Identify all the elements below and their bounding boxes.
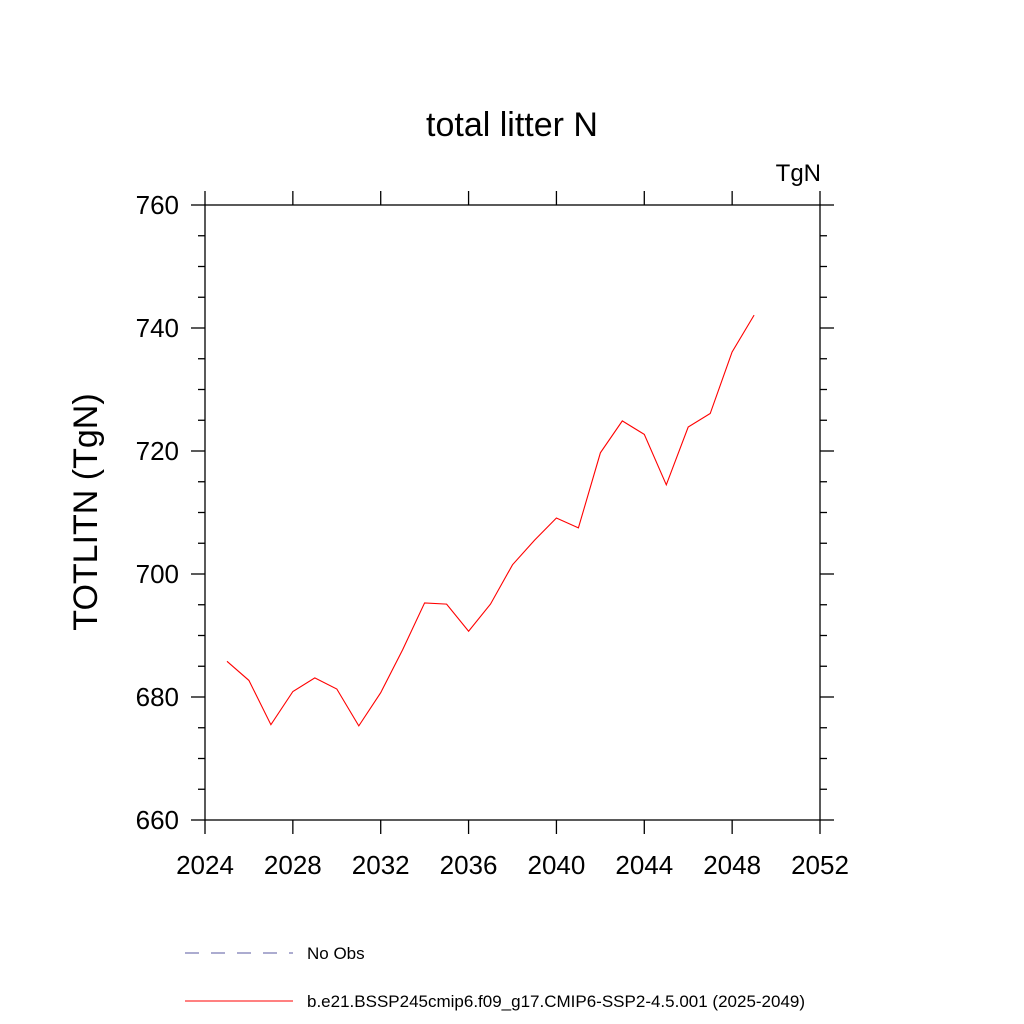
- axes: 2024 2028 2032 2036 2040 2044 2048 2052 660 680 70…: [136, 190, 849, 880]
- y-tick-label: 660: [136, 805, 179, 835]
- x-tick-label: 2032: [352, 850, 410, 880]
- legend-label-1: b.e21.BSSP245cmip6.f09_g17.CMIP6-SSP2-4.…: [307, 992, 805, 1011]
- y-tick-label: 760: [136, 190, 179, 220]
- series-layer: [226, 314, 755, 727]
- x-tick-label: 2036: [440, 850, 498, 880]
- x-tick-label: 2052: [791, 850, 849, 880]
- x-tick-label: 2024: [176, 850, 234, 880]
- legend: No Obs b.e21.BSSP245cmip6.f09_g17.CMIP6-S…: [185, 944, 805, 1011]
- plot-frame: [204, 204, 821, 821]
- x-tick-label: 2044: [615, 850, 673, 880]
- y-tick-label: 740: [136, 313, 179, 343]
- y-tick-label: 700: [136, 559, 179, 589]
- y-axis-title: TOTLITN (TgN): [67, 393, 105, 630]
- units-label: TgN: [776, 160, 821, 187]
- series-line-1: [226, 314, 755, 727]
- x-tick-label: 2048: [703, 850, 761, 880]
- y-tick-label: 680: [136, 682, 179, 712]
- x-tick-label: 2040: [528, 850, 586, 880]
- chart-title: total litter N: [426, 106, 598, 144]
- x-tick-label: 2028: [264, 850, 322, 880]
- y-tick-label: 720: [136, 436, 179, 466]
- legend-label-0: No Obs: [307, 944, 365, 963]
